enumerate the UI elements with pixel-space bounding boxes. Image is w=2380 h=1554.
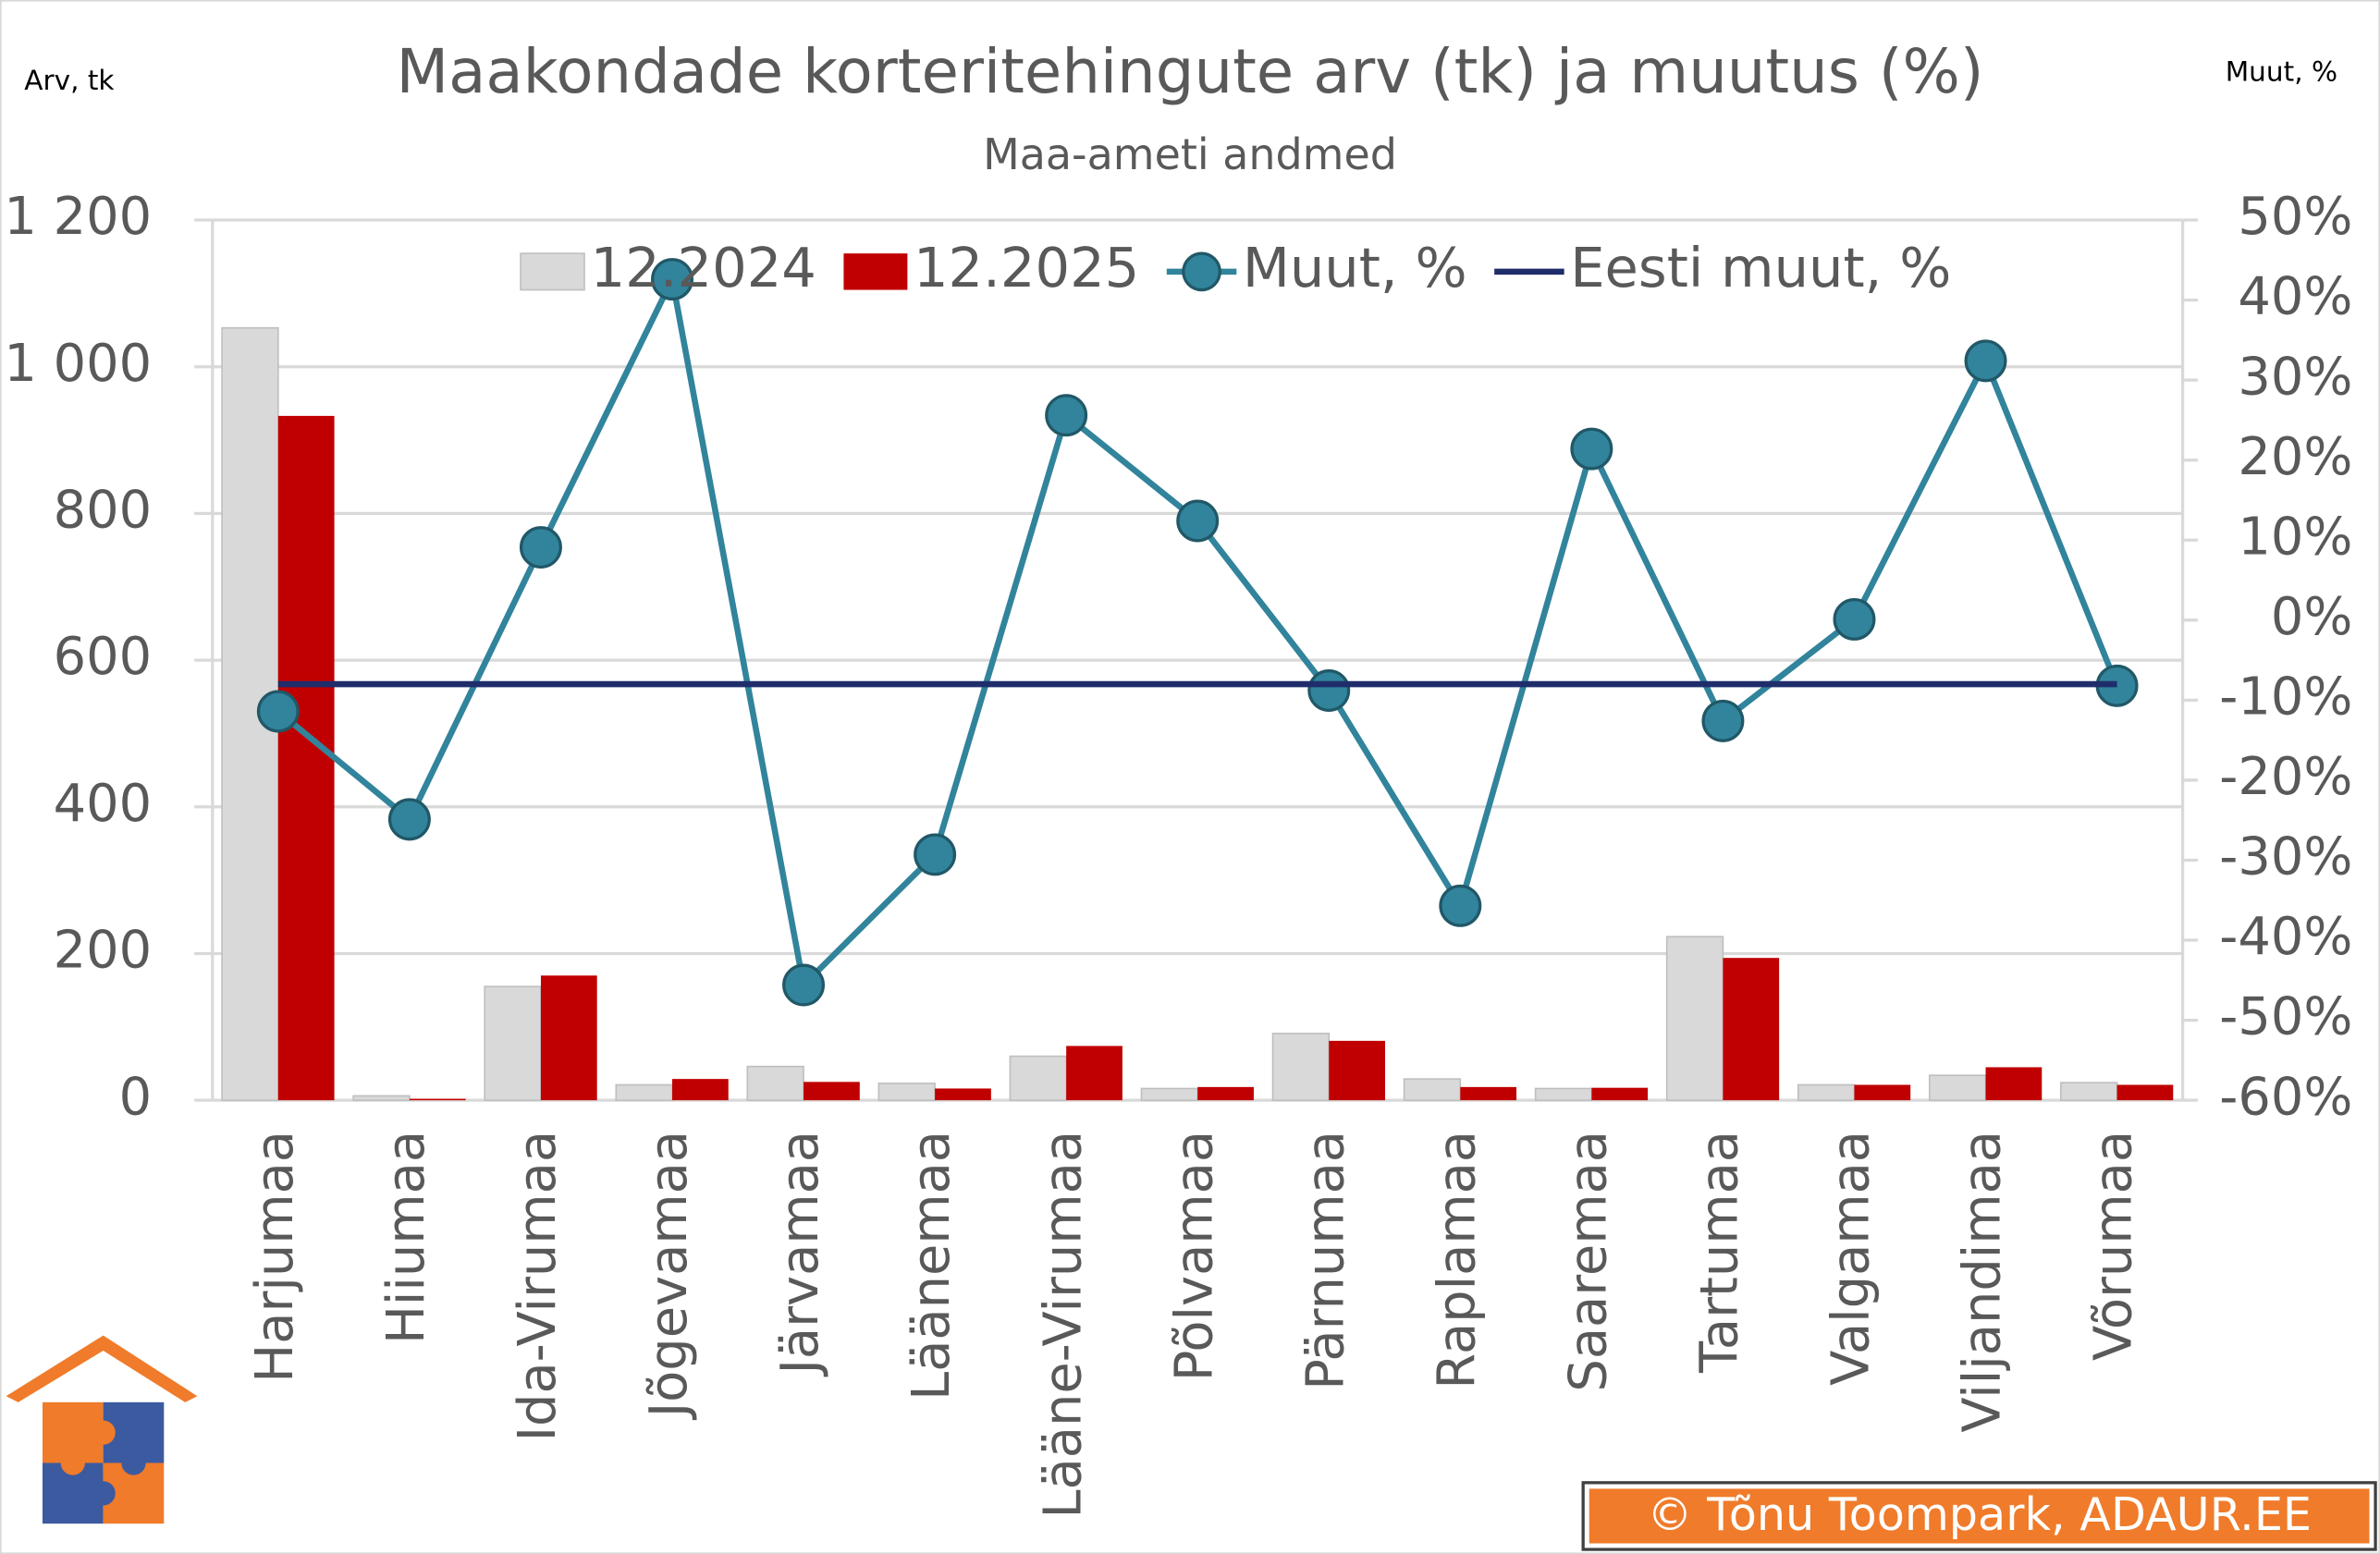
- x-tick-label: Põlvamaa: [1164, 1131, 1224, 1381]
- bar: [352, 1095, 411, 1101]
- marker: [519, 526, 562, 569]
- y-tick-label: 800: [54, 481, 152, 541]
- credit-bg: [1589, 1488, 2370, 1544]
- y2-tick-label: -40%: [2219, 907, 2352, 967]
- legend-label: Eesti muut, %: [1570, 236, 1951, 300]
- bar: [746, 1065, 804, 1101]
- marker: [1701, 699, 1745, 742]
- bar: [1723, 958, 1780, 1101]
- marker: [1176, 499, 1220, 543]
- marker: [1964, 339, 2007, 383]
- x-tick-label: Pärnumaa: [1295, 1131, 1356, 1390]
- x-tick-label: Hiiumaa: [376, 1131, 436, 1344]
- bar: [1591, 1087, 1649, 1101]
- y2-tick-label: 50%: [2238, 187, 2352, 247]
- y2-tick-label: -30%: [2219, 827, 2352, 887]
- x-tick-label: Ida-Virumaa: [508, 1131, 568, 1441]
- bar: [540, 975, 597, 1101]
- y2-axis-title: Muut, %: [2226, 55, 2337, 87]
- y-tick-label: 1 200: [4, 187, 152, 247]
- x-tick-label: Harjumaa: [245, 1131, 305, 1383]
- x-tick-label: Saaremaa: [1558, 1131, 1618, 1392]
- x-tick-label: Raplamaa: [1427, 1131, 1487, 1389]
- bar: [1329, 1040, 1385, 1101]
- legend-label: 12.2025: [914, 236, 1139, 300]
- x-tick-label: Viljandimaa: [1953, 1131, 2013, 1433]
- y2-tick-label: -20%: [2219, 747, 2352, 807]
- y-axis-title: Arv, tk: [24, 65, 115, 96]
- y2-tick-label: 30%: [2238, 347, 2352, 407]
- bar: [1854, 1084, 1911, 1101]
- x-tick-label: Jõgevamaa: [639, 1131, 699, 1420]
- bar: [804, 1082, 860, 1101]
- marker: [782, 963, 826, 1007]
- bar: [277, 415, 335, 1101]
- legend-marker: [1182, 251, 1221, 292]
- bar: [1985, 1067, 2043, 1101]
- legend-label: 12.2024: [591, 236, 816, 300]
- bar: [1534, 1087, 1593, 1101]
- marker: [1570, 427, 1613, 471]
- bar: [409, 1098, 466, 1101]
- bar: [672, 1079, 729, 1101]
- marker: [1833, 597, 1876, 641]
- marker: [1439, 884, 1482, 927]
- y2-tick-label: -10%: [2219, 667, 2352, 728]
- y2-tick-label: 20%: [2238, 427, 2352, 487]
- y-tick-label: 400: [54, 774, 152, 834]
- legend-label: Muut, %: [1243, 236, 1467, 300]
- y2-tick-label: -50%: [2219, 987, 2352, 1047]
- chart-subtitle: Maa-ameti andmed: [983, 129, 1397, 179]
- x-tick-label: Tartumaa: [1690, 1131, 1750, 1374]
- marker: [1307, 669, 1351, 712]
- y-tick-label: 600: [54, 627, 152, 687]
- y-tick-label: 0: [119, 1067, 152, 1127]
- bar: [1197, 1086, 1254, 1101]
- y2-tick-label: 10%: [2238, 507, 2352, 567]
- x-tick-label: Võrumaa: [2084, 1131, 2144, 1361]
- marker: [256, 690, 300, 733]
- bar: [615, 1083, 673, 1101]
- y2-tick-label: 0%: [2271, 587, 2353, 647]
- y-tick-label: 200: [54, 921, 152, 981]
- x-tick-label: Järvamaa: [770, 1131, 830, 1377]
- marker: [651, 258, 693, 301]
- bar: [484, 985, 542, 1101]
- y-tick-label: 1 000: [4, 334, 152, 394]
- y2-tick-label: 40%: [2238, 267, 2352, 327]
- bar: [877, 1083, 936, 1101]
- logo: [6, 1335, 198, 1524]
- credit: © Tõnu Toompark, ADAUR.EE: [1647, 1487, 2312, 1541]
- legend-swatch: [520, 252, 585, 291]
- legend-swatch: [843, 253, 908, 290]
- bar: [1797, 1083, 1856, 1101]
- bar: [1460, 1086, 1517, 1101]
- bar: [1066, 1046, 1123, 1101]
- bar: [2060, 1082, 2118, 1101]
- bar: [1271, 1033, 1331, 1101]
- chart-title: Maakondade korteritehingute arv (tk) ja …: [397, 37, 1984, 107]
- bar: [935, 1088, 991, 1101]
- bar: [1665, 936, 1724, 1101]
- bar: [1009, 1055, 1067, 1101]
- marker: [914, 833, 957, 876]
- bar: [1140, 1087, 1199, 1101]
- marker: [1045, 394, 1088, 437]
- marker: [387, 798, 431, 841]
- bar: [2116, 1084, 2174, 1101]
- bar: [1928, 1074, 1987, 1101]
- x-tick-label: Lääne-Virumaa: [1033, 1131, 1093, 1519]
- y2-tick-label: -60%: [2219, 1067, 2352, 1127]
- x-tick-label: Valgamaa: [1822, 1131, 1882, 1386]
- x-tick-label: Läänemaa: [902, 1131, 962, 1401]
- bar: [1403, 1078, 1462, 1101]
